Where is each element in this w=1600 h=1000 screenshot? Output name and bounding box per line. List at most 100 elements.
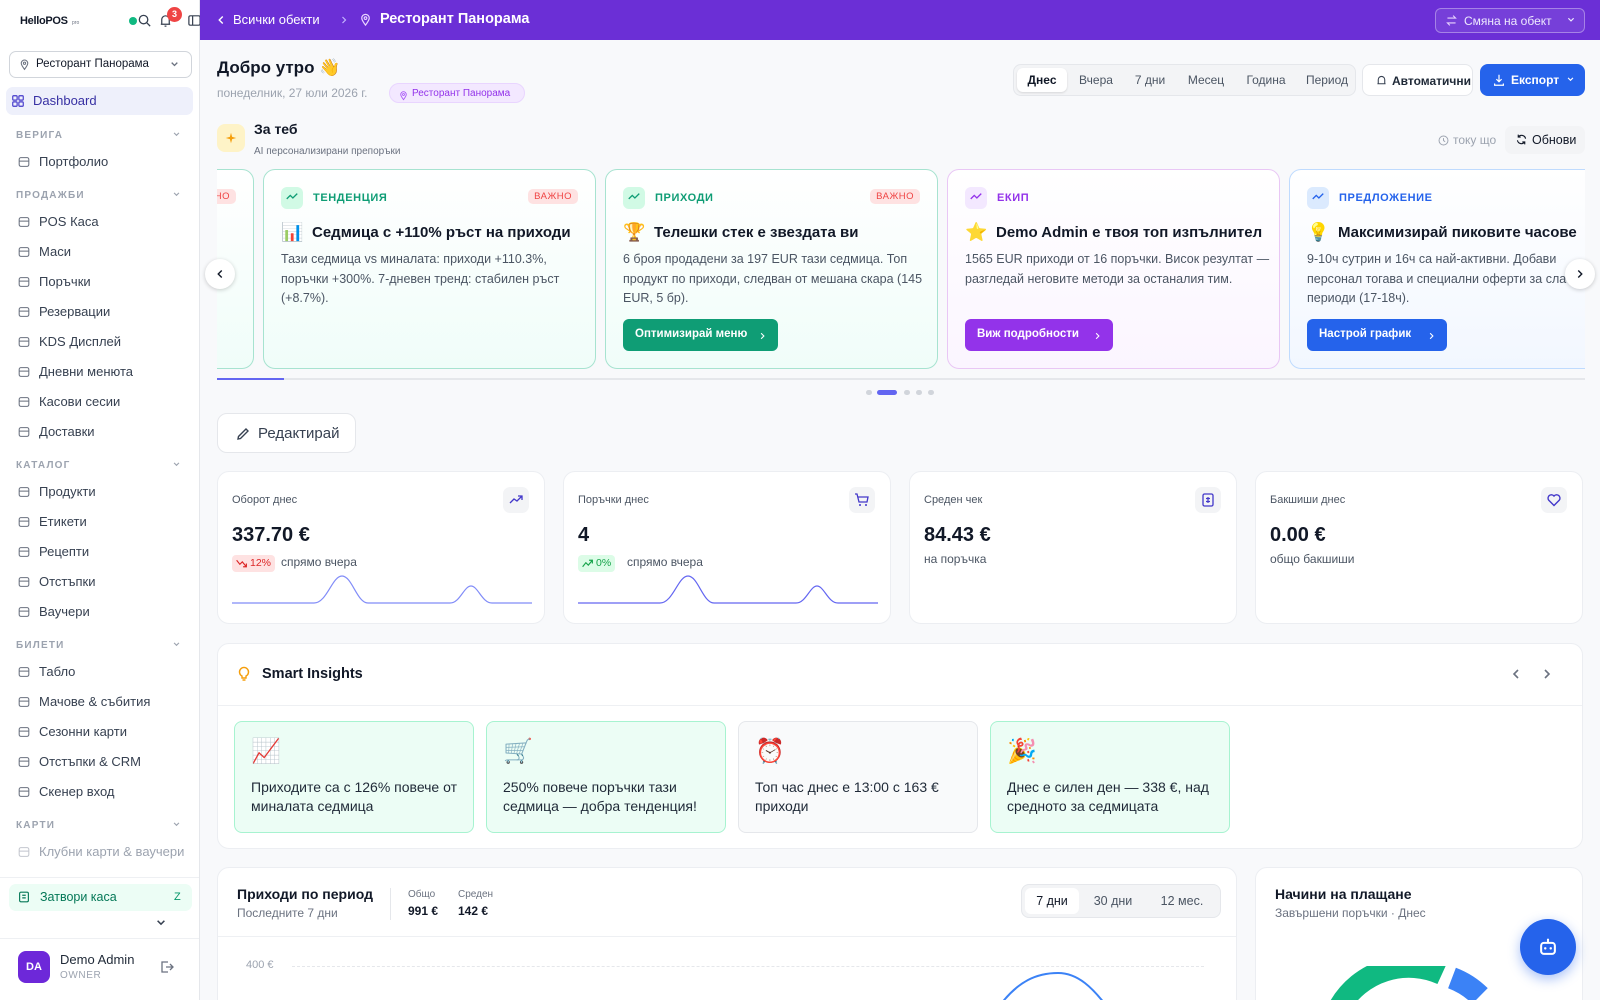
icon-part: [18, 157, 30, 167]
card-button[interactable]: Оптимизирай меню: [623, 319, 778, 351]
icon-part: [22, 894, 26, 899]
nav-item[interactable]: Ваучери: [6, 597, 193, 627]
nav-item[interactable]: Отстъпки & CRM: [6, 747, 193, 777]
period-option[interactable]: Година: [1246, 73, 1286, 87]
nav-label: Отстъпки: [39, 574, 96, 589]
refresh-button[interactable]: Обнови: [1505, 126, 1585, 154]
auto-button[interactable]: Автоматични: [1362, 64, 1473, 96]
nav-item[interactable]: Мачове & събития: [6, 687, 193, 717]
nav-item[interactable]: POS Каса: [6, 207, 193, 237]
icon-part: [18, 367, 30, 377]
kpi-card: Среден чек 84.43 € на поръчка: [909, 471, 1237, 624]
card-button[interactable]: Виж подробности: [965, 319, 1113, 351]
kpi-note: спрямо вчера: [281, 555, 357, 569]
change-badge: 0%: [578, 555, 616, 572]
icon-part: [18, 337, 30, 347]
carousel-dot[interactable]: [866, 390, 872, 395]
carousel-dot[interactable]: [928, 390, 934, 395]
nav-active[interactable]: Dashboard: [6, 87, 193, 115]
insight-emoji: 🛒: [503, 738, 533, 765]
icon-part: [18, 757, 30, 767]
icon-part: [402, 93, 405, 96]
icon-part: [1544, 669, 1551, 679]
nav-label: Поръчки: [39, 274, 91, 289]
venue-tag: Ресторант Панорама: [389, 83, 525, 103]
icon-part: [1202, 493, 1214, 507]
nav-section-title: ПРОДАЖБИ: [16, 190, 85, 201]
greeting: Добро утро 👋: [217, 58, 341, 77]
range-option[interactable]: 7 дни: [1025, 888, 1079, 914]
nav-item[interactable]: Поръчки: [6, 267, 193, 297]
icon-part: [970, 193, 982, 200]
location-select[interactable]: Ресторант Панорама: [9, 51, 192, 78]
icon-part: [18, 307, 30, 317]
range-option[interactable]: 12 мес.: [1160, 894, 1204, 908]
switch-venue[interactable]: Смяна на обект: [1435, 8, 1585, 33]
export-button[interactable]: Експорт: [1480, 64, 1585, 96]
nav-item[interactable]: Резервации: [6, 297, 193, 327]
icon-part: [1002, 971, 1104, 1000]
icon-part: [171, 62, 178, 67]
kpi-note: на поръчка: [924, 552, 987, 566]
nav-item[interactable]: Рецепти: [6, 537, 193, 567]
nav-item[interactable]: Доставки: [6, 417, 193, 447]
icon-part: [18, 307, 30, 317]
icon: [17, 245, 31, 264]
kpi-note: общо бакшиши: [1270, 552, 1355, 566]
icon: [235, 557, 248, 576]
nav-item[interactable]: Скенер вход: [6, 777, 193, 807]
nav-item[interactable]: Сезонни карти: [6, 717, 193, 747]
icon-part: [18, 427, 30, 437]
icon-part: [286, 193, 298, 200]
close-register[interactable]: Затвори каса Z: [9, 884, 192, 911]
export-label: Експорт: [1511, 73, 1560, 87]
back-link[interactable]: Всички обекти: [233, 12, 320, 27]
icon: [213, 267, 227, 286]
pencil-icon: [237, 428, 249, 440]
nav-item[interactable]: Клубни карти & ваучери: [6, 837, 193, 867]
period-option[interactable]: Период: [1305, 73, 1349, 87]
icon-part: [232, 575, 532, 604]
icon: [17, 665, 31, 684]
sparkline: [232, 572, 532, 613]
edit-button[interactable]: Редактирай: [217, 413, 356, 453]
carousel-dot[interactable]: [916, 390, 922, 395]
nav-item[interactable]: Портфолио: [6, 147, 193, 177]
icon: [1537, 936, 1559, 963]
icon: [17, 695, 31, 714]
period-option[interactable]: Месец: [1187, 73, 1225, 87]
nav-item[interactable]: Отстъпки: [6, 567, 193, 597]
nav-item[interactable]: Продукти: [6, 477, 193, 507]
icon-part: [628, 193, 640, 200]
assistant-button[interactable]: [1520, 919, 1576, 975]
period-option[interactable]: Днес: [1017, 68, 1067, 92]
nav-item[interactable]: Етикети: [6, 507, 193, 537]
icon: [17, 725, 31, 744]
icon-part: [173, 192, 180, 197]
nav-item[interactable]: Касови сесии: [6, 387, 193, 417]
period-option[interactable]: 7 дни: [1134, 73, 1166, 87]
user-role: OWNER: [60, 970, 102, 981]
nav-item[interactable]: Дневни менюта: [6, 357, 193, 387]
card-text: Тази седмица vs миналата: приходи +110.3…: [281, 252, 560, 305]
range-option[interactable]: 30 дни: [1093, 894, 1133, 908]
carousel-dot[interactable]: [904, 390, 910, 395]
nav-item[interactable]: Маси: [6, 237, 193, 267]
period-option[interactable]: Вчера: [1079, 73, 1113, 87]
card-button[interactable]: Настрой график: [1307, 319, 1448, 351]
carousel-dot[interactable]: [877, 390, 897, 395]
carousel-arrow[interactable]: [1565, 259, 1595, 289]
card-button-label: Настрой график: [1319, 328, 1412, 340]
divider: [390, 888, 391, 920]
icon: [170, 188, 183, 206]
icon-part: [173, 822, 180, 827]
icon: [170, 638, 183, 656]
kpi-icon: [849, 487, 875, 513]
icon-part: [12, 95, 18, 101]
insight-text: Топ час днес е 13:00 с 163 € приходи: [755, 779, 939, 814]
nav-item[interactable]: Табло: [6, 657, 193, 687]
nav-item[interactable]: KDS Дисплей: [6, 327, 193, 357]
carousel-arrow[interactable]: [205, 259, 235, 289]
nav-label: Портфолио: [39, 154, 109, 169]
